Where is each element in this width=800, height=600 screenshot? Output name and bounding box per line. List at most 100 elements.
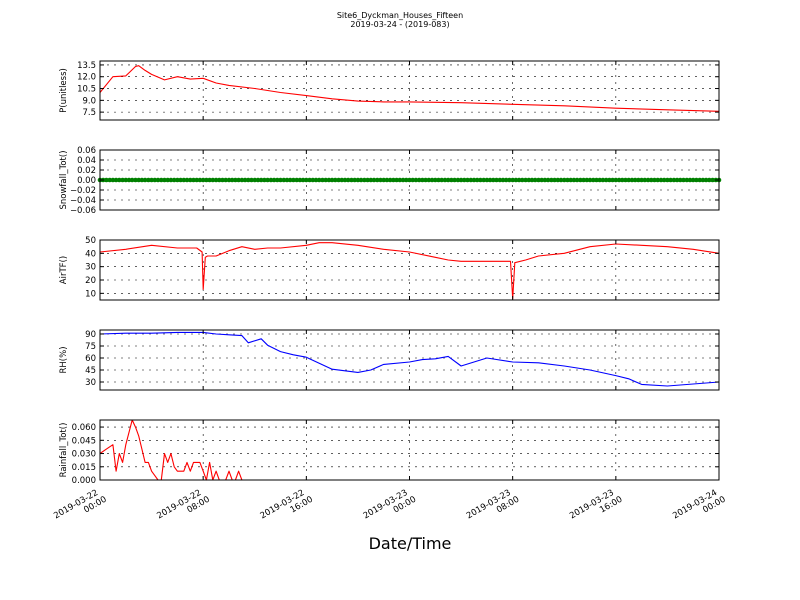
- data-point: [665, 177, 670, 183]
- data-point: [139, 177, 145, 183]
- y-tick-label: −0.06: [70, 206, 96, 216]
- data-point: [452, 177, 457, 183]
- data-point: [239, 177, 245, 183]
- y-tick-label: 10.5: [77, 85, 96, 95]
- data-point: [152, 177, 158, 183]
- data-point: [368, 177, 374, 183]
- data-point: [465, 177, 470, 183]
- y-tick-label: 13.5: [77, 61, 96, 71]
- data-point: [175, 177, 180, 183]
- data-point: [155, 177, 161, 183]
- data-point: [207, 177, 212, 183]
- data-point: [352, 177, 358, 183]
- data-point: [258, 177, 264, 183]
- data-point: [668, 177, 673, 183]
- data-point: [603, 177, 609, 183]
- chart-panel-2: −0.06−0.04−0.020.000.020.040.06 Snowfall_…: [59, 146, 722, 216]
- data-point: [462, 177, 467, 183]
- data-point: [681, 177, 686, 183]
- data-point: [587, 177, 593, 183]
- y-tick-label: 45: [85, 366, 96, 376]
- x-axis-label: Date/Time: [368, 534, 452, 553]
- y-tick-label: 90: [85, 330, 96, 340]
- data-point: [545, 177, 551, 183]
- data-point: [436, 177, 441, 183]
- data-point: [513, 177, 519, 183]
- data-point: [342, 177, 348, 183]
- data-point: [149, 177, 154, 183]
- data-point: [445, 177, 451, 183]
- data-point: [229, 177, 235, 183]
- data-point: [687, 177, 693, 183]
- y-axis-label: AirTF(): [59, 256, 69, 284]
- data-point: [494, 177, 499, 183]
- data-point: [394, 177, 399, 183]
- data-point: [326, 177, 332, 183]
- data-point: [649, 177, 654, 183]
- data-point: [697, 177, 702, 183]
- data-point: [246, 177, 251, 183]
- data-point: [529, 177, 535, 183]
- data-point: [120, 177, 125, 183]
- data-point: [358, 177, 364, 183]
- x-tick-label: 2019-03-2400:00: [671, 486, 727, 530]
- data-point: [181, 177, 187, 183]
- data-point: [255, 177, 261, 183]
- y-tick-label: 0.060: [72, 423, 96, 433]
- y-tick-label: 0.04: [77, 156, 96, 166]
- data-point: [329, 177, 335, 183]
- data-point: [558, 177, 564, 183]
- data-point: [171, 177, 177, 183]
- data-point: [133, 177, 138, 183]
- data-point: [194, 177, 199, 183]
- data-point: [362, 177, 367, 183]
- data-point: [433, 177, 438, 183]
- data-point: [307, 177, 312, 183]
- data-point: [487, 177, 493, 183]
- data-point: [365, 177, 370, 183]
- data-point: [574, 177, 580, 183]
- data-point: [420, 177, 425, 183]
- data-point: [210, 177, 216, 183]
- data-point: [523, 177, 528, 183]
- data-point: [607, 177, 612, 183]
- data-point: [658, 177, 664, 183]
- x-tick-label: 2019-03-2316:00: [568, 486, 624, 530]
- data-point: [539, 177, 544, 183]
- data-point: [404, 177, 409, 183]
- data-point: [500, 177, 506, 183]
- data-point: [629, 177, 635, 183]
- data-point: [117, 177, 122, 183]
- data-point: [278, 177, 283, 183]
- data-point: [542, 177, 548, 183]
- data-point: [400, 177, 406, 183]
- data-point: [497, 177, 503, 183]
- y-tick-label: 7.5: [82, 108, 96, 118]
- data-point: [684, 177, 690, 183]
- data-point: [700, 177, 706, 183]
- data-point: [578, 177, 583, 183]
- data-point: [197, 177, 203, 183]
- data-point: [439, 177, 445, 183]
- data-point: [442, 177, 448, 183]
- data-point: [333, 177, 338, 183]
- data-point: [458, 177, 464, 183]
- data-point: [416, 177, 422, 183]
- data-point: [491, 177, 496, 183]
- data-point: [562, 177, 567, 183]
- data-point: [426, 177, 432, 183]
- data-point: [378, 177, 383, 183]
- data-point: [223, 177, 228, 183]
- y-tick-label: 20: [85, 276, 96, 286]
- data-point: [429, 177, 435, 183]
- y-tick-label: 40: [85, 249, 96, 259]
- data-point: [310, 177, 316, 183]
- y-tick-label: 0.00: [77, 176, 96, 186]
- data-point: [355, 177, 361, 183]
- data-point: [549, 177, 554, 183]
- data-point: [384, 177, 390, 183]
- y-tick-label: −0.04: [70, 196, 96, 206]
- y-tick-label: 0.030: [72, 450, 96, 460]
